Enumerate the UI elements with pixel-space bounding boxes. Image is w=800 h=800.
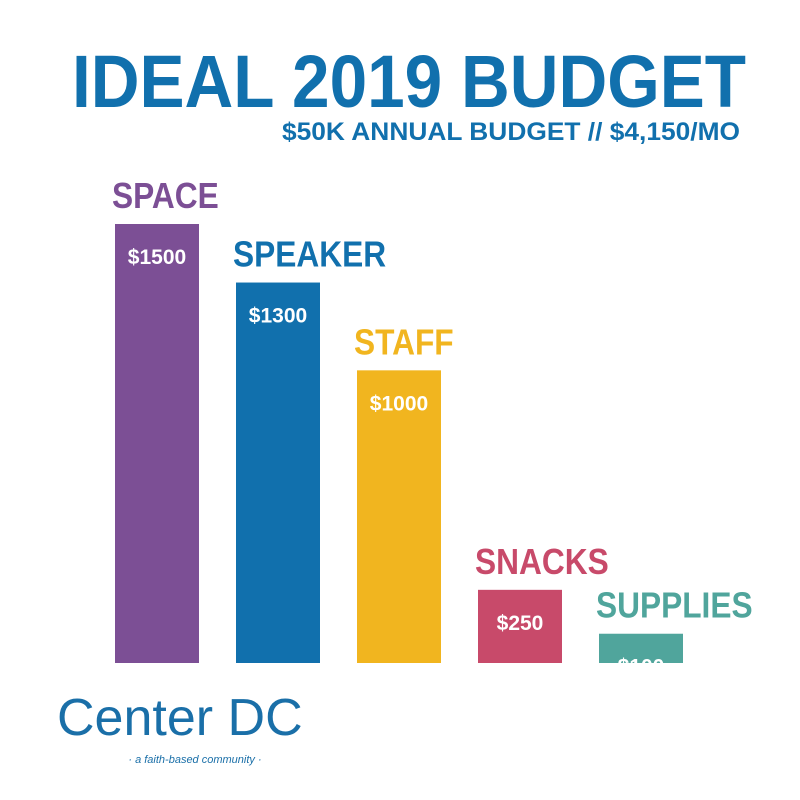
value-label: $1300 <box>249 305 307 328</box>
chart-subtitle: $50K ANNUAL BUDGET // $4,150/MO <box>282 118 740 146</box>
value-label: $1000 <box>370 392 428 415</box>
bar <box>236 282 320 663</box>
logo-name: Center DC <box>57 689 303 747</box>
bar <box>115 224 199 663</box>
category-label: STAFF <box>354 322 454 362</box>
value-label: $1500 <box>128 246 186 269</box>
logo-tagline: · a faith-based community · <box>128 754 261 766</box>
bar <box>478 589 562 663</box>
bar <box>599 633 683 663</box>
bar <box>357 370 441 663</box>
chart-title: IDEAL 2019 BUDGET <box>72 40 746 123</box>
category-label: SPACE <box>112 176 219 216</box>
value-label: $250 <box>497 612 544 635</box>
value-label: $100 <box>618 656 665 679</box>
category-label: SUPPLIES <box>596 586 753 626</box>
category-label: SPEAKER <box>233 235 386 275</box>
category-label: SNACKS <box>475 542 609 582</box>
